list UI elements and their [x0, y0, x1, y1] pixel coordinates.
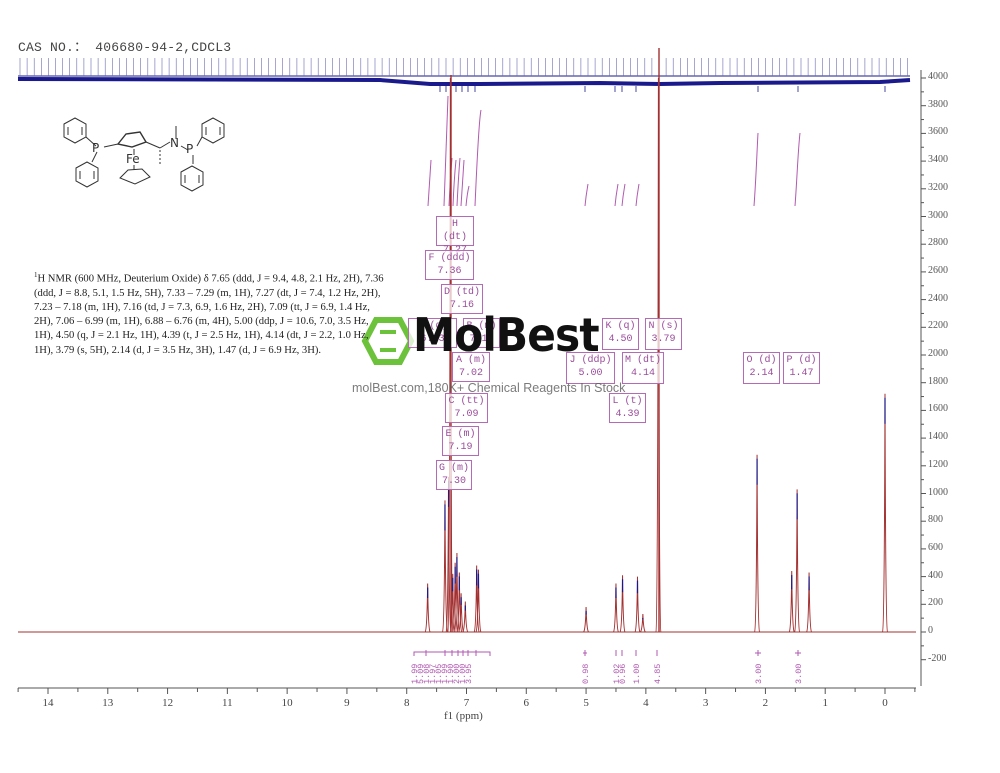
x-tick-label: 3 [702, 697, 709, 709]
spectrum-trace [18, 48, 916, 633]
integral-value: 1.02 [612, 664, 622, 684]
peak-label-j: J (ddp) 5.00 [566, 352, 615, 384]
y-tick-label: 4000 [928, 71, 948, 82]
y-tick-label: 2200 [928, 320, 948, 332]
y-tick-label: 3400 [928, 154, 948, 166]
x-tick-label: 1 [822, 697, 828, 709]
y-tick-label: 1200 [928, 458, 948, 470]
x-tick-label: 10 [281, 697, 293, 709]
y-tick-label: 1400 [928, 431, 948, 443]
y-tick-label: 2600 [928, 264, 948, 276]
integral-value: 2.00 [452, 664, 462, 684]
peak-label-i: I (d) 6.83 [408, 318, 457, 348]
integral-curves [427, 95, 801, 207]
y-tick-label: 1600 [928, 403, 948, 415]
y-tick-label: 400 [928, 569, 943, 581]
integral-value: 5.09 [416, 664, 426, 684]
peak-pick-band [17, 58, 911, 92]
watermark-brand: MolBest [413, 308, 600, 362]
integral-value: 3.00 [754, 664, 764, 684]
phosphorus-label-2: P [186, 142, 193, 156]
integral-value: 1.00 [632, 664, 642, 684]
integral-value: 1.05 [434, 664, 444, 684]
integral-value: 1.08 [422, 664, 432, 684]
y-tick-label: 600 [928, 541, 943, 553]
integral-value: 1.99 [410, 664, 420, 684]
peak-label-b: B (m) 7.19 [463, 318, 500, 348]
peak-label-p: P (d) 1.47 [783, 352, 820, 384]
nmr-description: 1H NMR (600 MHz, Deuterium Oxide) δ 7.65… [34, 271, 384, 356]
watermark-tagline: molBest.com,180K+ Chemical Reagents In S… [352, 381, 626, 395]
spectrum-title: CAS NO.： 406680-94-2,CDCL3 [18, 40, 232, 55]
integral-value: 1.99 [440, 664, 450, 684]
y-tick-label: -200 [928, 652, 947, 664]
x-tick-label: 6 [523, 697, 530, 709]
y-tick-label: 3800 [928, 98, 948, 110]
y-tick-label: 800 [928, 514, 943, 526]
iron-label: Fe [126, 152, 140, 166]
integral-value: 1.97 [428, 664, 438, 684]
x-axis [17, 687, 916, 694]
x-tick-label: 8 [403, 697, 410, 709]
integral-value: 1.00 [458, 664, 468, 684]
y-axis [920, 70, 926, 686]
y-tick-label: 3200 [928, 181, 948, 193]
y-tick-label: 2400 [928, 292, 948, 304]
peak-label-f: F (ddd) 7.36 [425, 250, 474, 280]
peak-label-g: G (m) 7.30 [436, 460, 472, 490]
x-tick-label: 7 [463, 697, 470, 709]
integral-value: 0.98 [581, 664, 591, 684]
peak-label-n: N (s) 3.79 [645, 318, 682, 350]
peak-label-a: A (m) 7.02 [452, 352, 490, 382]
x-axis-title: f1 (ppm) [444, 710, 483, 722]
x-tick-label: 11 [222, 697, 233, 709]
peak-label-l: L (t) 4.39 [609, 393, 646, 423]
integral-markers [413, 650, 801, 656]
peak-label-d: D (td) 7.16 [441, 284, 483, 314]
y-tick-label: 3600 [928, 126, 948, 138]
x-tick-label: 14 [42, 697, 54, 709]
integral-value: 4.85 [653, 664, 663, 684]
nitrogen-label: N [170, 136, 179, 150]
y-tick-label: 0 [928, 625, 933, 636]
x-tick-label: 13 [102, 697, 114, 709]
peak-label-m: M (dt) 4.14 [622, 352, 664, 384]
x-tick-label: 5 [583, 697, 589, 709]
x-tick-label: 0 [882, 697, 888, 709]
integral-value: 3.95 [464, 664, 474, 684]
integral-value: 0.96 [618, 664, 628, 684]
y-tick-label: 2800 [928, 237, 948, 249]
y-tick-label: 1000 [928, 486, 948, 498]
y-tick-label: 200 [928, 597, 943, 609]
peak-label-k: K (q) 4.50 [602, 318, 639, 350]
phosphorus-label-1: P [92, 141, 99, 155]
peak-label-e: E (m) 7.19 [442, 426, 479, 456]
x-tick-label: 9 [344, 697, 350, 709]
x-tick-label: 2 [762, 697, 769, 709]
integral-value: 1.90 [446, 664, 456, 684]
molecule-structure [63, 117, 225, 192]
y-tick-label: 2000 [928, 348, 948, 359]
y-tick-label: 1800 [928, 375, 948, 387]
peak-label-c: C (tt) 7.09 [445, 393, 488, 423]
peak-label-h: H (dt)7.27 [436, 216, 474, 256]
peak-label-o: O (d) 2.14 [743, 352, 780, 384]
x-tick-label: 12 [162, 697, 174, 709]
y-tick-label: 3000 [928, 209, 948, 221]
x-tick-label: 4 [643, 697, 649, 709]
integral-value: 3.00 [794, 664, 804, 684]
